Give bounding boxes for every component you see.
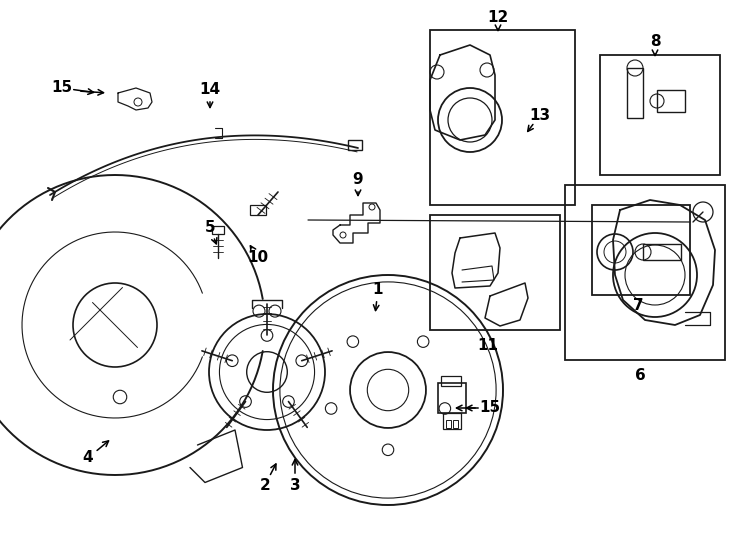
Text: 4: 4 <box>83 450 93 465</box>
Bar <box>348 140 362 150</box>
Bar <box>657 90 685 112</box>
Bar <box>627 68 643 118</box>
Text: 12: 12 <box>487 10 509 24</box>
Text: 9: 9 <box>353 172 363 187</box>
Text: 13: 13 <box>529 107 550 123</box>
Bar <box>592 205 690 295</box>
Text: 5: 5 <box>205 220 215 235</box>
Bar <box>438 383 466 413</box>
Bar <box>600 55 720 175</box>
Text: 7: 7 <box>633 298 643 313</box>
Text: 2: 2 <box>260 477 270 492</box>
Text: 1: 1 <box>373 282 383 298</box>
Text: 6: 6 <box>635 368 645 382</box>
Text: 15: 15 <box>479 401 501 415</box>
Text: 10: 10 <box>247 251 269 266</box>
Bar <box>430 215 560 330</box>
Text: 3: 3 <box>290 477 300 492</box>
Bar <box>212 226 224 234</box>
Text: 11: 11 <box>478 338 498 353</box>
Bar <box>441 376 461 386</box>
Bar <box>430 30 575 205</box>
Bar <box>443 413 461 429</box>
Bar <box>565 185 725 360</box>
Text: 8: 8 <box>650 35 661 50</box>
Text: 15: 15 <box>51 80 73 96</box>
Bar <box>250 205 266 215</box>
Text: 14: 14 <box>200 83 220 98</box>
Bar <box>446 420 451 428</box>
Bar <box>453 420 458 428</box>
Bar <box>643 244 681 260</box>
